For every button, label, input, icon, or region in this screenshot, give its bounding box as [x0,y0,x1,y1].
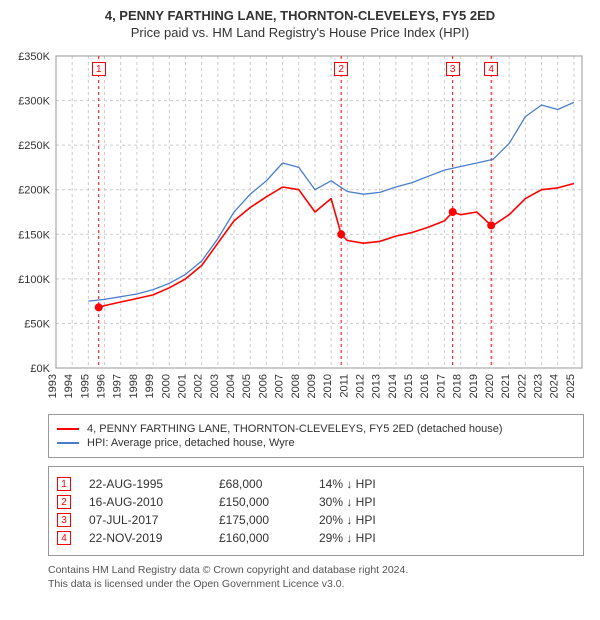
legend-label: 4, PENNY FARTHING LANE, THORNTON-CLEVELE… [87,423,503,435]
svg-text:£250K: £250K [18,140,50,152]
transaction-marker-box: 1 [57,477,71,491]
transaction-row: 3 07-JUL-2017£175,00020% ↓ HPI [57,513,575,527]
svg-text:£150K: £150K [18,229,50,241]
transaction-marker-3: 3 [446,62,460,76]
line-chart-svg: £0K £50K £100K £150K £200K £250K £300K £350K 199… [8,46,592,406]
svg-text:2021: 2021 [500,374,512,398]
transaction-row: 1 22-AUG-1995£68,00014% ↓ HPI [57,477,575,491]
svg-text:£200K: £200K [18,185,50,197]
legend-label: HPI: Average price, detached house, Wyre [87,437,295,449]
svg-text:£350K: £350K [18,51,50,63]
svg-text:1993: 1993 [47,374,59,398]
svg-text:£100K: £100K [18,274,50,286]
svg-text:2019: 2019 [468,374,480,398]
svg-text:2007: 2007 [274,374,286,398]
svg-text:£300K: £300K [18,96,50,108]
transaction-marker-box: 4 [57,531,71,545]
svg-text:2018: 2018 [452,374,464,398]
transaction-marker-2: 2 [334,62,348,76]
legend: 4, PENNY FARTHING LANE, THORNTON-CLEVELE… [48,414,584,458]
svg-text:1996: 1996 [96,374,108,398]
legend-swatch [57,442,79,444]
svg-text:2008: 2008 [290,374,302,398]
transaction-price: £68,000 [219,477,319,491]
svg-text:2012: 2012 [355,374,367,398]
svg-text:2022: 2022 [516,374,528,398]
chart-subtitle: Price paid vs. HM Land Registry's House … [8,25,592,40]
transaction-row: 4 22-NOV-2019£160,00029% ↓ HPI [57,531,575,545]
legend-item-1: HPI: Average price, detached house, Wyre [57,437,575,449]
transaction-pct: 30% ↓ HPI [319,495,419,509]
svg-text:2001: 2001 [176,374,188,398]
footnote: Contains HM Land Registry data © Crown c… [48,564,584,591]
svg-text:2011: 2011 [338,374,350,398]
svg-text:2016: 2016 [419,374,431,398]
transaction-marker-1: 1 [92,62,106,76]
transaction-price: £175,000 [219,513,319,527]
svg-text:1995: 1995 [79,374,91,398]
svg-text:£50K: £50K [24,318,50,330]
svg-text:2024: 2024 [549,374,561,398]
svg-text:2009: 2009 [306,374,318,398]
svg-text:2017: 2017 [435,374,447,398]
transaction-date: 07-JUL-2017 [89,513,219,527]
transaction-row: 2 16-AUG-2010£150,00030% ↓ HPI [57,495,575,509]
footnote-line1: Contains HM Land Registry data © Crown c… [48,564,584,578]
svg-text:1999: 1999 [144,374,156,398]
svg-text:2002: 2002 [193,374,205,398]
transaction-pct: 29% ↓ HPI [319,531,419,545]
svg-text:2010: 2010 [322,374,334,398]
svg-text:2015: 2015 [403,374,415,398]
svg-text:2020: 2020 [484,374,496,398]
chart-title: 4, PENNY FARTHING LANE, THORNTON-CLEVELE… [8,8,592,23]
svg-text:£0K: £0K [30,363,50,375]
transaction-marker-4: 4 [484,62,498,76]
chart-area: £0K £50K £100K £150K £200K £250K £300K £350K 199… [8,46,592,406]
transaction-price: £150,000 [219,495,319,509]
svg-text:2000: 2000 [160,374,172,398]
svg-text:1998: 1998 [128,374,140,398]
footnote-line2: This data is licensed under the Open Gov… [48,578,584,592]
transactions-table: 1 22-AUG-1995£68,00014% ↓ HPI 2 16-AUG-2010… [48,466,584,556]
transaction-date: 16-AUG-2010 [89,495,219,509]
svg-text:2025: 2025 [565,374,577,398]
transaction-pct: 14% ↓ HPI [319,477,419,491]
transaction-marker-box: 2 [57,495,71,509]
svg-text:1994: 1994 [63,374,75,398]
transaction-marker-box: 3 [57,513,71,527]
svg-text:2014: 2014 [387,374,399,398]
transaction-pct: 20% ↓ HPI [319,513,419,527]
svg-text:2003: 2003 [209,374,221,398]
transaction-price: £160,000 [219,531,319,545]
svg-text:2023: 2023 [533,374,545,398]
chart-title-block: 4, PENNY FARTHING LANE, THORNTON-CLEVELE… [8,8,592,40]
svg-text:1997: 1997 [112,374,124,398]
legend-item-0: 4, PENNY FARTHING LANE, THORNTON-CLEVELE… [57,423,575,435]
svg-text:2013: 2013 [371,374,383,398]
svg-text:2006: 2006 [257,374,269,398]
legend-swatch [57,428,79,430]
transaction-date: 22-NOV-2019 [89,531,219,545]
svg-text:2005: 2005 [241,374,253,398]
transaction-date: 22-AUG-1995 [89,477,219,491]
svg-text:2004: 2004 [225,374,237,398]
